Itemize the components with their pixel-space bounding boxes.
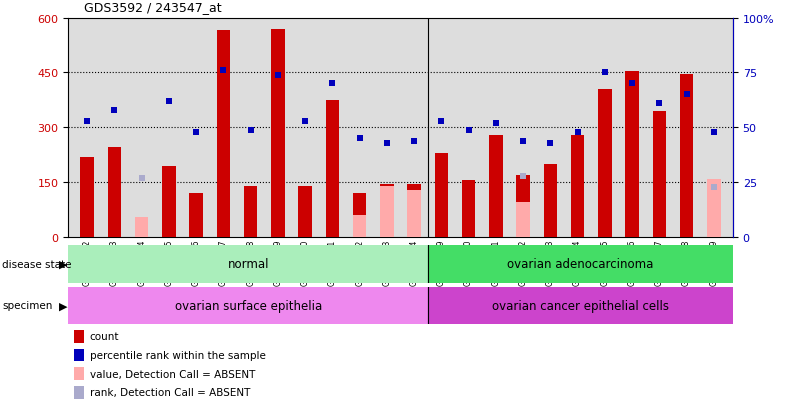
Bar	[107, 148, 121, 237]
Bar	[544, 164, 557, 237]
Bar	[352, 216, 366, 237]
Text: ▶: ▶	[58, 259, 67, 269]
Bar	[598, 90, 612, 237]
Bar	[707, 179, 721, 237]
Text: ovarian adenocarcinoma: ovarian adenocarcinoma	[507, 258, 654, 271]
Bar	[68, 246, 429, 283]
Bar	[244, 186, 257, 237]
Text: ovarian cancer epithelial cells: ovarian cancer epithelial cells	[492, 299, 669, 312]
Bar	[517, 176, 530, 237]
Text: GDS3592 / 243547_at: GDS3592 / 243547_at	[84, 2, 222, 14]
Bar	[352, 194, 366, 237]
Bar	[298, 186, 312, 237]
Bar	[380, 185, 393, 237]
Bar	[489, 135, 503, 237]
Bar	[462, 181, 476, 237]
Bar	[429, 287, 733, 324]
Text: normal: normal	[227, 258, 269, 271]
Text: ▶: ▶	[58, 301, 67, 311]
Bar	[435, 154, 449, 237]
Text: disease state: disease state	[2, 259, 72, 269]
Bar	[271, 29, 284, 237]
Text: percentile rank within the sample: percentile rank within the sample	[90, 350, 266, 360]
Bar	[189, 194, 203, 237]
Bar	[80, 157, 94, 237]
Text: rank, Detection Call = ABSENT: rank, Detection Call = ABSENT	[90, 387, 250, 397]
Bar	[429, 246, 733, 283]
Bar	[162, 166, 175, 237]
Text: count: count	[90, 332, 119, 342]
Bar	[680, 75, 694, 237]
Bar	[571, 135, 585, 237]
Bar	[653, 112, 666, 237]
Bar	[216, 31, 230, 237]
Text: specimen: specimen	[2, 301, 53, 311]
Bar	[408, 190, 421, 237]
Text: ovarian surface epithelia: ovarian surface epithelia	[175, 299, 322, 312]
Text: value, Detection Call = ABSENT: value, Detection Call = ABSENT	[90, 369, 255, 379]
Bar	[135, 217, 148, 237]
Bar	[68, 287, 429, 324]
Bar	[408, 185, 421, 237]
Bar	[626, 71, 639, 237]
Bar	[517, 203, 530, 237]
Bar	[325, 101, 339, 237]
Bar	[380, 186, 393, 237]
